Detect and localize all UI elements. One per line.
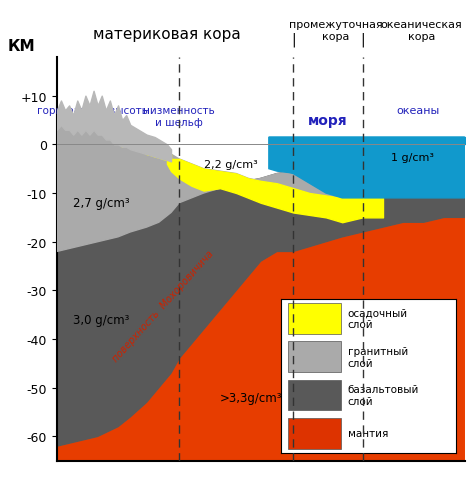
Polygon shape — [269, 138, 465, 198]
Text: промежуточная
кора: промежуточная кора — [289, 20, 383, 41]
Text: моря: моря — [308, 114, 348, 128]
Polygon shape — [57, 218, 465, 461]
Text: горы разной высоты: горы разной высоты — [37, 106, 150, 116]
Text: |: | — [291, 33, 296, 47]
Text: 2,2 g/cm³: 2,2 g/cm³ — [204, 159, 257, 169]
Text: >3,3g/cm³: >3,3g/cm³ — [220, 391, 283, 404]
Text: низменность
и шельф: низменность и шельф — [143, 106, 215, 128]
Text: |: | — [360, 33, 365, 47]
Text: поверхность  Мохоровичича: поверхность Мохоровичича — [110, 248, 215, 363]
Text: КМ: КМ — [8, 38, 36, 54]
Text: 2,7 g/cm³: 2,7 g/cm³ — [73, 197, 130, 210]
Text: 1 g/cm³: 1 g/cm³ — [391, 152, 434, 162]
Polygon shape — [57, 218, 465, 461]
Polygon shape — [57, 106, 363, 252]
Text: материковая кора: материковая кора — [93, 26, 241, 41]
Polygon shape — [57, 160, 465, 446]
Text: океаническая
кора: океаническая кора — [381, 20, 463, 41]
Text: 3,0 g/cm³: 3,0 g/cm³ — [73, 313, 129, 326]
Text: океаны: океаны — [396, 106, 439, 116]
